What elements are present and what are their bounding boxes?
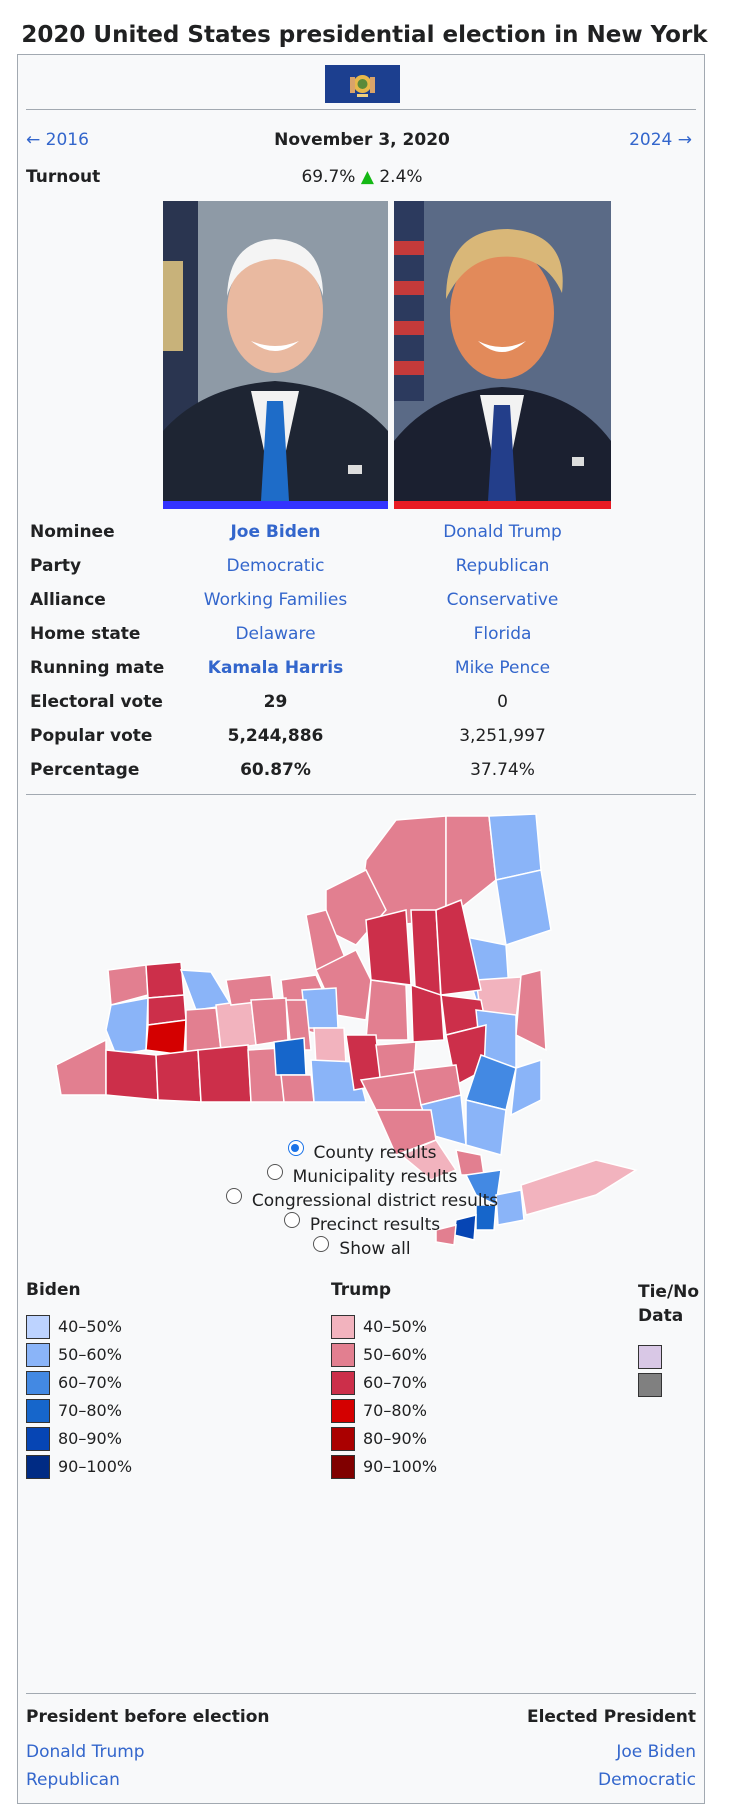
radio-label: Congressional district results	[251, 1191, 499, 1211]
republican-party-link[interactable]: Republican	[455, 556, 550, 576]
biden-popular-vote: 5,244,886	[227, 726, 324, 746]
trump-swatch	[331, 1399, 355, 1423]
biden-swatch	[26, 1371, 50, 1395]
trump-swatch	[331, 1315, 355, 1339]
trump-swatch	[331, 1427, 355, 1451]
democratic-color-bar	[163, 501, 388, 509]
divider	[26, 109, 696, 110]
radio-icon[interactable]	[287, 1140, 304, 1156]
legend-label: 80–90%	[363, 1429, 427, 1448]
trump-electoral-vote: 0	[497, 692, 508, 712]
election-infobox: ← 2016 November 3, 2020 2024 → Turnout 6…	[17, 54, 705, 1804]
legend-label: 60–70%	[363, 1373, 427, 1392]
legend-label: 50–60%	[363, 1345, 427, 1364]
elected-president-label: Elected President	[526, 1707, 696, 1727]
legend-trump-title: Trump	[331, 1280, 392, 1300]
divider	[26, 1693, 696, 1694]
biden-portrait	[163, 201, 388, 501]
row-label: Alliance	[30, 590, 106, 610]
next-election-link[interactable]: 2024 →	[629, 130, 692, 150]
radio-congressional-results[interactable]: Congressional district results	[18, 1188, 706, 1211]
turnout-value-group: 69.7% ▲ 2.4%	[18, 167, 706, 187]
radio-show-all[interactable]: Show all	[18, 1236, 706, 1259]
prev-election-link[interactable]: ← 2016	[26, 130, 89, 150]
trump-swatch	[331, 1343, 355, 1367]
page-title: 2020 United States presidential election…	[21, 22, 708, 48]
democratic-party-link[interactable]: Democratic	[226, 556, 325, 576]
radio-precinct-results[interactable]: Precinct results	[18, 1212, 706, 1235]
row-label: Electoral vote	[30, 692, 163, 712]
before-party-link[interactable]: Republican	[26, 1770, 120, 1790]
legend-label: 70–80%	[58, 1401, 122, 1420]
working-families-link[interactable]: Working Families	[203, 590, 348, 610]
trump-percentage: 37.74%	[470, 760, 535, 780]
before-election-label: President before election	[26, 1707, 270, 1727]
before-president-link[interactable]: Donald Trump	[26, 1742, 145, 1762]
row-label: Running mate	[30, 658, 165, 678]
biden-swatch	[26, 1315, 50, 1339]
radio-label: Show all	[339, 1239, 411, 1259]
republican-color-bar	[394, 501, 611, 509]
election-date: November 3, 2020	[274, 130, 450, 150]
conservative-link[interactable]: Conservative	[446, 590, 559, 610]
radio-label: County results	[313, 1143, 437, 1163]
radio-label: Municipality results	[292, 1167, 458, 1187]
radio-label: Precinct results	[309, 1215, 441, 1235]
biden-percentage: 60.87%	[240, 760, 311, 780]
row-label: Nominee	[30, 522, 115, 542]
legend-label: 50–60%	[58, 1345, 122, 1364]
legend-label: 40–50%	[363, 1317, 427, 1336]
mike-pence-link[interactable]: Mike Pence	[454, 658, 551, 678]
legend-label: 60–70%	[58, 1373, 122, 1392]
radio-icon[interactable]	[283, 1212, 300, 1228]
kamala-harris-link[interactable]: Kamala Harris	[207, 658, 344, 678]
biden-swatch	[26, 1399, 50, 1423]
legend-tie-title: Tie/No Data	[638, 1282, 700, 1326]
legend-biden-title: Biden	[26, 1280, 81, 1300]
elected-party-link[interactable]: Democratic	[598, 1770, 696, 1790]
turnout-change: 2.4%	[379, 167, 423, 187]
turnout-label: Turnout	[26, 167, 101, 187]
biden-link[interactable]: Joe Biden	[230, 522, 321, 542]
row-label: Party	[30, 556, 82, 576]
legend-label: 70–80%	[363, 1401, 427, 1420]
biden-electoral-vote: 29	[263, 692, 288, 712]
radio-icon[interactable]	[266, 1164, 283, 1180]
trump-popular-vote: 3,251,997	[459, 726, 546, 746]
trump-link[interactable]: Donald Trump	[443, 522, 562, 542]
elected-president-link[interactable]: Joe Biden	[616, 1742, 696, 1762]
increase-arrow-icon: ▲	[360, 167, 374, 187]
county-results-map[interactable]	[36, 810, 696, 1310]
radio-municipality-results[interactable]: Municipality results	[18, 1164, 706, 1187]
biden-swatch	[26, 1455, 50, 1479]
radio-icon[interactable]	[225, 1188, 242, 1204]
radio-county-results[interactable]: County results	[18, 1140, 706, 1163]
tie-swatch	[638, 1345, 662, 1369]
trump-swatch	[331, 1455, 355, 1479]
divider	[26, 794, 696, 795]
radio-icon[interactable]	[313, 1236, 330, 1252]
new-york-flag-icon	[325, 65, 400, 103]
turnout-value: 69.7%	[301, 167, 356, 187]
legend-label: 80–90%	[58, 1429, 122, 1448]
row-label: Percentage	[30, 760, 140, 780]
row-label: Home state	[30, 624, 141, 644]
trump-swatch	[331, 1371, 355, 1395]
no-data-swatch	[638, 1373, 662, 1397]
legend-label: 40–50%	[58, 1317, 122, 1336]
florida-link[interactable]: Florida	[473, 624, 532, 644]
biden-swatch	[26, 1343, 50, 1367]
trump-portrait	[394, 201, 611, 501]
legend-label: 90–100%	[58, 1457, 133, 1476]
delaware-link[interactable]: Delaware	[235, 624, 316, 644]
row-label: Popular vote	[30, 726, 153, 746]
legend-label: 90–100%	[363, 1457, 438, 1476]
biden-swatch	[26, 1427, 50, 1451]
